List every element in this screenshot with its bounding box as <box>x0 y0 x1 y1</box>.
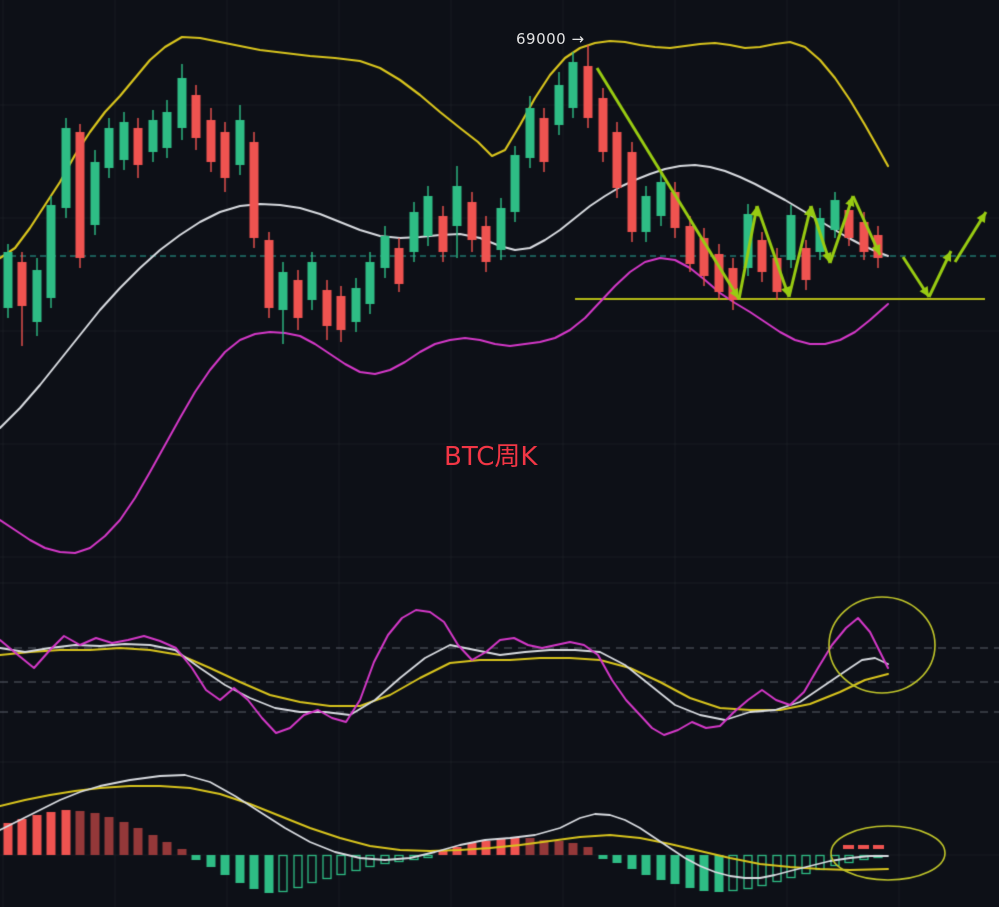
peak-price-label: 69000 → <box>516 30 585 48</box>
chart-title-watermark: BTC周K <box>444 442 538 472</box>
